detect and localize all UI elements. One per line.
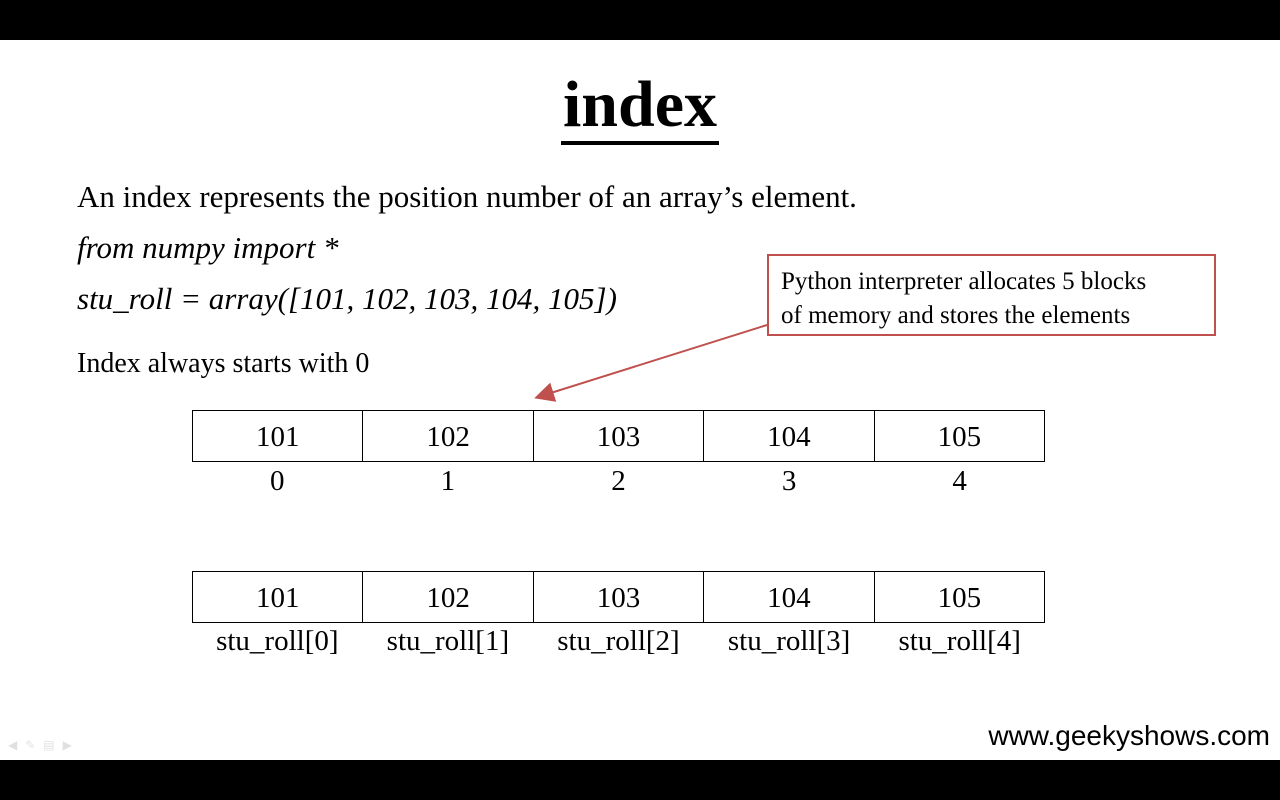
access-label: stu_roll[4] (898, 625, 1021, 657)
import-code: from numpy import * (77, 230, 339, 265)
intro-text: An index represents the position number … (77, 179, 857, 214)
access-labels: stu_roll[0] stu_roll[1] stu_roll[2] stu_… (192, 627, 1045, 656)
next-arrow-icon[interactable]: ▶ (62, 738, 72, 752)
slide-toolbar: ◀ ✎ ▤ ▶ (8, 738, 72, 753)
index-note: Index always starts with 0 (77, 348, 370, 379)
array-cell: 101 (193, 572, 364, 622)
array-row-values: 101 102 103 104 105 (192, 410, 1045, 462)
menu-icon[interactable]: ▤ (43, 738, 55, 752)
slide: index An index represents the position n… (0, 40, 1280, 760)
array-cell: 104 (704, 411, 875, 461)
callout-line-1: Python interpreter allocates 5 blocks (781, 268, 1147, 295)
prev-arrow-icon[interactable]: ◀ (8, 738, 18, 752)
assign-code: stu_roll = array([101, 102, 103, 104, 10… (77, 281, 617, 316)
array-cell: 105 (937, 421, 982, 453)
array-cell: 102 (363, 411, 534, 461)
slide-title: index (0, 68, 1280, 145)
callout-line-2: of memory and stores the elements (781, 302, 1131, 329)
array-cell: 105 (937, 582, 982, 614)
array-cell: 102 (363, 572, 534, 622)
index-label: 3 (781, 465, 797, 497)
array-cell: 103 (534, 572, 705, 622)
array-cell: 104 (704, 572, 875, 622)
array-row-values-2: 101 102 103 104 105 (192, 571, 1045, 623)
callout-box: Python interpreter allocates 5 blocks of… (767, 254, 1216, 336)
access-label: stu_roll[2] (557, 625, 680, 657)
access-label: stu_roll[3] (727, 625, 851, 657)
index-label: 0 (270, 465, 285, 497)
index-label: 1 (440, 465, 456, 497)
access-label: stu_roll[0] (216, 625, 339, 657)
index-labels: 0 1 2 3 4 (192, 467, 1045, 496)
pen-icon[interactable]: ✎ (25, 738, 36, 752)
array-cell: 101 (193, 411, 364, 461)
access-label: stu_roll[1] (386, 625, 510, 657)
index-label: 4 (952, 465, 967, 497)
array-cell: 103 (534, 411, 705, 461)
watermark: www.geekyshows.com (988, 720, 1270, 751)
index-label: 2 (611, 465, 626, 497)
